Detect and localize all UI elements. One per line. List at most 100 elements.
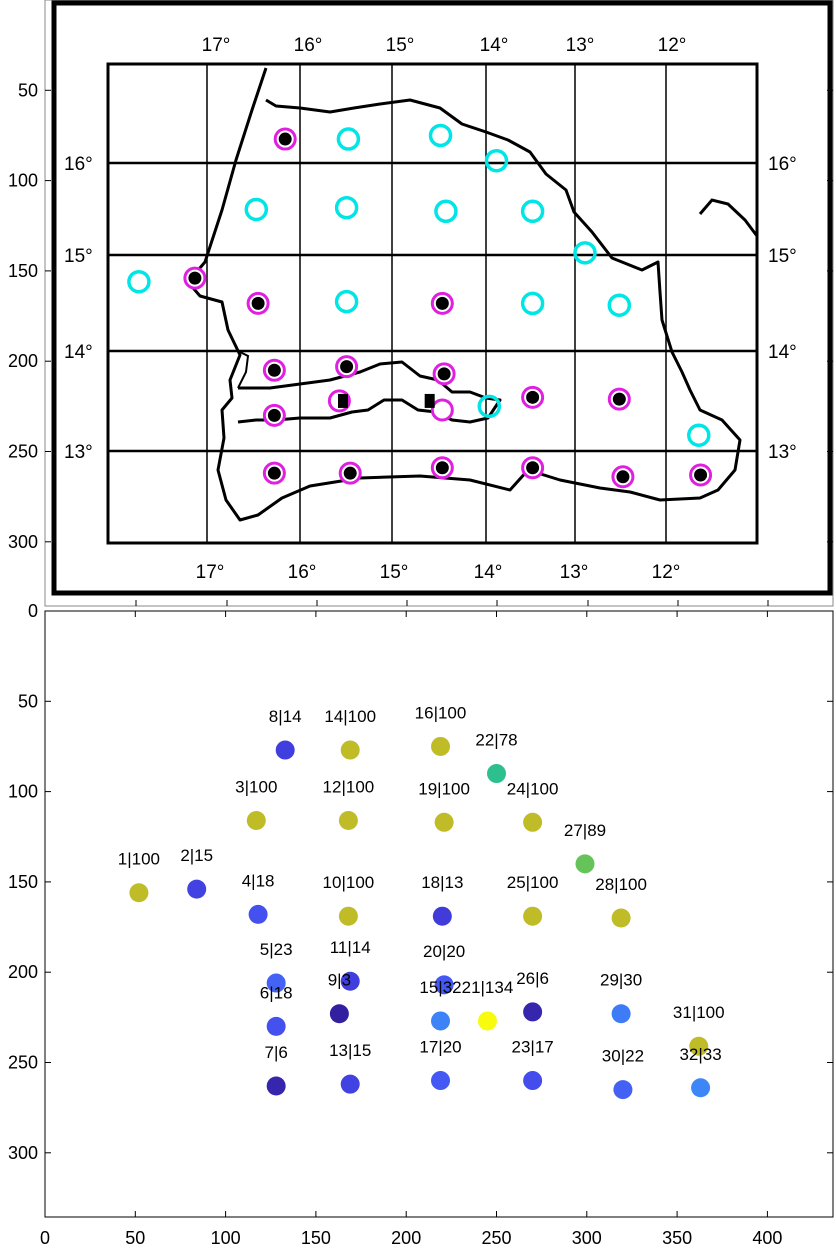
- y-tick-label: 150: [8, 872, 38, 892]
- map-marker-dot: [526, 390, 540, 404]
- scatter-point: [434, 812, 454, 832]
- scatter-point-label: 3|100: [235, 777, 277, 796]
- latitude-labels-right: 16° 15° 14° 13°: [768, 154, 797, 463]
- scatter-point: [432, 906, 452, 926]
- scatter-point-label: 1|100: [118, 850, 160, 869]
- scatter-point: [431, 1011, 451, 1031]
- map-marker-open-circle: [520, 199, 545, 224]
- scatter-point-label: 19|100: [418, 779, 470, 798]
- y-tick-label: 200: [8, 351, 38, 371]
- scatter-point: [523, 906, 543, 926]
- x-tick-label: 400: [752, 1228, 782, 1248]
- scatter-point-label: 9|3: [328, 971, 351, 990]
- map-panel: 17° 16° 15° 14° 13° 12° 17° 16° 15° 14° 13° 12° 16…: [8, 0, 834, 607]
- scatter-point: [340, 971, 360, 991]
- latitude-label-right: 16°: [768, 154, 797, 175]
- x-tick-label: 0: [40, 1228, 50, 1248]
- map-marker-open-circle: [607, 293, 632, 317]
- map-marker-dot: [267, 408, 281, 422]
- scatter-point: [575, 854, 595, 874]
- map-marker-dot: [251, 296, 265, 310]
- country-outline: [186, 67, 742, 522]
- scatter-point: [338, 906, 358, 926]
- latitude-label-right: 13°: [768, 442, 797, 463]
- longitude-label-top: 15°: [386, 35, 415, 56]
- scatter-point-label: 21|134: [462, 978, 514, 997]
- top-x-tickmarks: [135, 600, 769, 606]
- bottom-x-ticks: 0 50 100 150 200 250 300 350 400: [40, 611, 782, 1248]
- map-marker-dot: [612, 392, 626, 406]
- longitude-label-top: 13°: [566, 35, 595, 56]
- scatter-point: [434, 975, 454, 995]
- scatter-point-label: 32|33: [679, 1045, 721, 1064]
- scatter-point-label: 17|20: [419, 1038, 461, 1057]
- map-marker-dot: [435, 461, 449, 475]
- scatter-point: [431, 1071, 451, 1091]
- x-tick-label: 350: [662, 1228, 692, 1248]
- y-tick-label: 300: [8, 1143, 38, 1163]
- scatter-point: [431, 736, 451, 756]
- map-marker-open-circle: [334, 289, 359, 314]
- scatter-point-labels: 1|100 2|15 3|100 4|18 5|23 6|18 7|6 8|14 9|3 10|1…: [118, 703, 725, 1065]
- latitude-label-right: 14°: [768, 342, 797, 363]
- eastern-outline: [698, 198, 759, 237]
- map-marker-dot: [435, 296, 449, 310]
- map-marker-open-circle: [434, 199, 458, 224]
- scatter-point: [689, 1036, 709, 1056]
- y-tick-label: 100: [8, 171, 38, 191]
- latitude-label-left: 14°: [64, 342, 93, 363]
- scatter-point-label: 25|100: [507, 873, 559, 892]
- scatter-point-label: 22|78: [475, 731, 517, 750]
- latitude-labels-left: 16° 15° 14° 13°: [64, 154, 93, 463]
- scatter-point: [246, 810, 266, 830]
- map-marker-open-circle: [687, 423, 711, 447]
- y-tick-label: 250: [8, 442, 38, 462]
- map-marker-dot: [616, 470, 630, 484]
- top-y-ticks: 50 100 150 200 250 300: [8, 80, 833, 552]
- map-marker-dot: [437, 367, 451, 381]
- scatter-point-label: 18|13: [421, 873, 463, 892]
- scatter-point: [187, 879, 207, 899]
- scatter-point: [338, 810, 358, 830]
- y-tick-label: 50: [18, 691, 38, 711]
- map-marker-dot: [267, 363, 281, 377]
- map-marker-open-circle: [334, 195, 359, 220]
- scatter-points: [129, 736, 711, 1100]
- map-marker-dot: [340, 360, 354, 374]
- latitude-label-left: 16°: [64, 154, 93, 175]
- parallels: [108, 161, 757, 453]
- scatter-point: [613, 1080, 633, 1100]
- scatter-point-label: 31|100: [673, 1003, 725, 1022]
- map-marker-dot: [188, 271, 202, 285]
- scatter-point-label: 5|23: [260, 940, 293, 959]
- scatter-point-label: 20|20: [423, 942, 465, 961]
- map-marker-open-circle: [127, 269, 151, 294]
- map-marker-open-circle: [428, 123, 453, 148]
- latitude-label-left: 15°: [64, 246, 93, 267]
- scatter-point-label: 29|30: [600, 971, 642, 990]
- longitude-label-top: 12°: [658, 35, 687, 56]
- longitude-labels-top: 17° 16° 15° 14° 13° 12°: [202, 35, 687, 56]
- map-marker-dot: [267, 466, 281, 480]
- scatter-point-label: 15|32: [419, 978, 461, 997]
- map-outer-border: [51, 0, 833, 596]
- x-tick-label: 150: [301, 1228, 331, 1248]
- scatter-point-label: 7|6: [265, 1043, 288, 1062]
- map-marker-dot: [694, 468, 708, 482]
- scatter-point-label: 28|100: [595, 875, 647, 894]
- scatter-point: [340, 740, 360, 760]
- map-marker-ring: [430, 398, 454, 422]
- scatter-point: [266, 973, 286, 993]
- map-marker-open-circle: [336, 127, 361, 151]
- scatter-point-label: 12|100: [323, 777, 375, 796]
- longitude-label-bottom: 16°: [288, 562, 317, 583]
- map-marker-square: [337, 393, 348, 408]
- longitude-label-bottom: 13°: [560, 562, 589, 583]
- longitude-label-top: 16°: [294, 35, 323, 56]
- bottom-y-ticks: 0 50 100 150 200 250 300: [8, 601, 833, 1163]
- map-marker-open-circle: [244, 197, 269, 222]
- x-tick-label: 200: [391, 1228, 421, 1248]
- scatter-point: [329, 1004, 349, 1024]
- longitude-label-bottom: 17°: [196, 562, 225, 583]
- scatter-point: [523, 1071, 543, 1091]
